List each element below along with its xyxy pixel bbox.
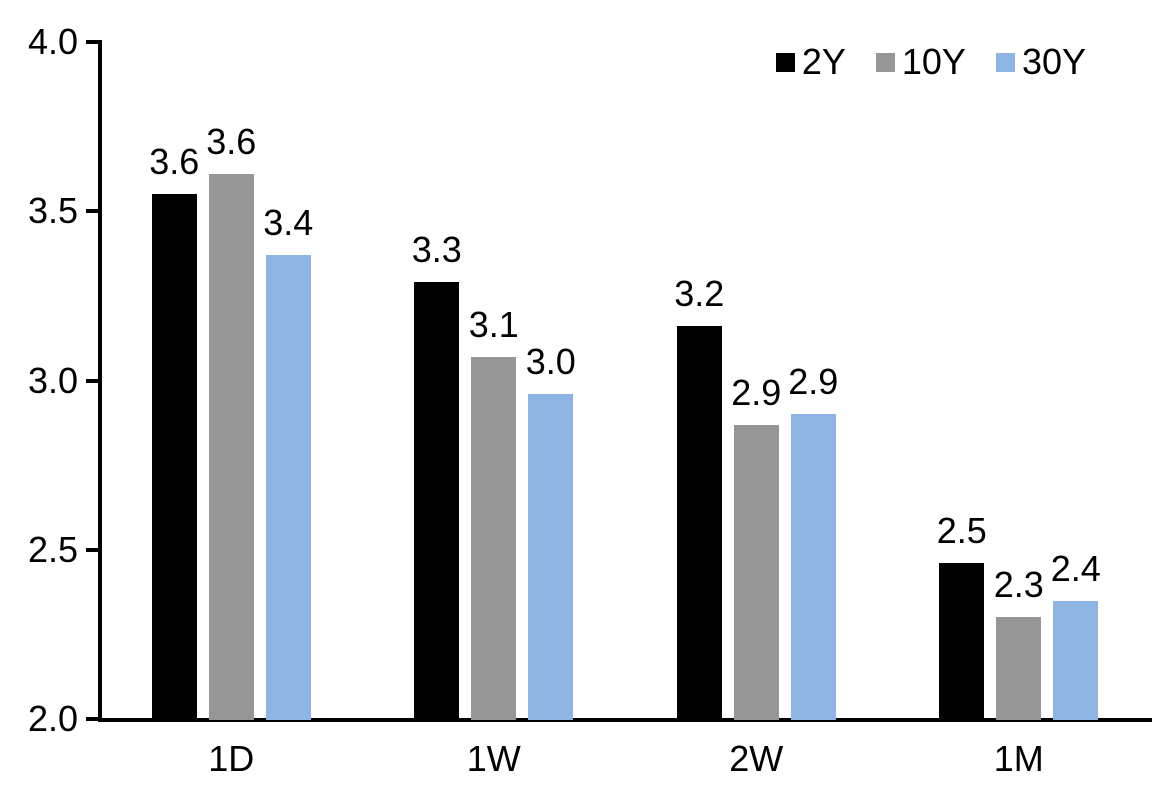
legend-item-2y: 2Y — [775, 41, 846, 82]
y-axis-tick — [86, 717, 98, 721]
x-axis-category-label: 1W — [466, 738, 521, 779]
bar-2y-2w — [676, 326, 722, 720]
x-axis-category-label: 2W — [729, 738, 784, 779]
bar-value-label: 3.2 — [674, 273, 725, 315]
bar-value-label: 3.6 — [206, 121, 257, 162]
x-axis-category-label: 1M — [993, 738, 1044, 779]
bar-value-label: 3.0 — [525, 341, 576, 383]
bar-10y-2w — [733, 424, 779, 720]
legend-label-2y: 2Y — [801, 41, 846, 82]
bar-value-label: 3.6 — [149, 141, 200, 183]
bar-30y-1m — [1053, 600, 1099, 720]
bar-2y-1w — [414, 282, 460, 720]
bar-30y-2w — [790, 414, 836, 720]
bar-value-label: 2.9 — [788, 361, 839, 403]
bar-value-label: 3.1 — [468, 303, 519, 345]
y-axis-tick — [86, 40, 98, 44]
bar-10y-1d — [208, 174, 254, 720]
chart-legend: 2Y 10Y 30Y — [775, 41, 1086, 82]
y-axis-tick — [86, 547, 98, 552]
legend-swatch-30y-icon — [995, 52, 1015, 72]
bar-2y-1m — [939, 563, 985, 720]
bar-10y-1m — [996, 617, 1042, 720]
y-axis-tick-label: 3.5 — [27, 190, 78, 232]
legend-item-10y: 10Y — [875, 41, 966, 82]
x-axis-category-label: 1D — [208, 738, 255, 779]
y-axis-line — [98, 40, 102, 722]
x-axis-line — [98, 718, 1152, 722]
y-axis-tick — [86, 209, 98, 214]
bar-value-label: 2.3 — [993, 564, 1044, 606]
y-axis-tick-label: 3.0 — [27, 359, 78, 401]
bar-value-label: 2.9 — [731, 371, 782, 413]
bar-value-label: 3.4 — [263, 202, 314, 244]
legend-label-30y: 30Y — [1021, 41, 1086, 82]
bar-10y-1w — [471, 356, 517, 720]
y-axis-tick-label: 2.0 — [27, 698, 78, 739]
y-axis-tick-label: 4.0 — [27, 21, 78, 62]
bar-value-label: 2.5 — [936, 510, 987, 552]
bar-30y-1w — [528, 394, 574, 720]
bar-30y-1d — [265, 255, 311, 720]
legend-swatch-2y-icon — [775, 52, 795, 72]
y-axis-tick — [86, 378, 98, 383]
legend-swatch-10y-icon — [875, 52, 895, 72]
legend-item-30y: 30Y — [995, 41, 1086, 82]
bar-value-label: 3.3 — [411, 229, 462, 271]
legend-label-10y: 10Y — [901, 41, 966, 82]
bar-2y-1d — [151, 194, 197, 720]
y-axis-tick-label: 2.5 — [27, 528, 78, 570]
bar-value-label: 2.4 — [1050, 547, 1101, 589]
